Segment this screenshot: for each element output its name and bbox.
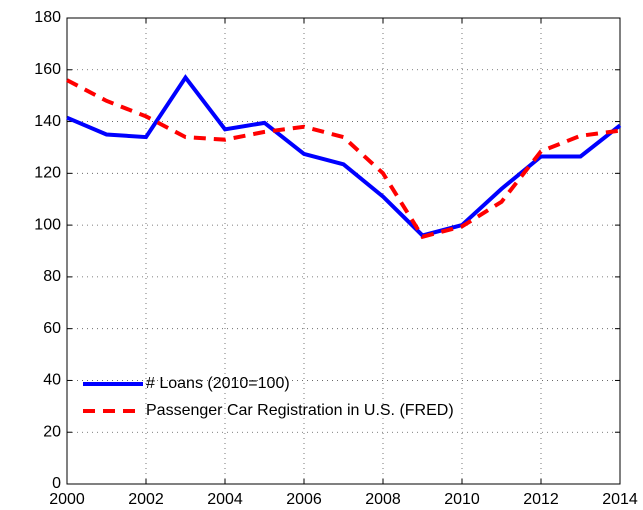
x-tick-label: 2008 [365, 491, 401, 508]
x-tick-label: 2010 [444, 491, 480, 508]
x-tick-label: 2002 [128, 491, 164, 508]
y-tick-label: 0 [52, 475, 61, 492]
y-tick-label: 180 [34, 9, 61, 26]
x-tick-label: 2006 [286, 491, 322, 508]
y-tick-label: 20 [43, 423, 61, 440]
y-tick-label: 160 [34, 61, 61, 78]
x-tick-label: 2004 [207, 491, 243, 508]
legend-label: Passenger Car Registration in U.S. (FRED… [146, 402, 454, 419]
y-tick-label: 120 [34, 165, 61, 182]
y-tick-label: 80 [43, 268, 61, 285]
y-tick-label: 100 [34, 216, 61, 233]
x-tick-label: 2012 [523, 491, 559, 508]
y-tick-label: 140 [34, 113, 61, 130]
y-tick-label: 40 [43, 372, 61, 389]
data-line [66, 78, 621, 240]
x-tick-label: 2000 [49, 491, 85, 508]
plot-frame [66, 17, 621, 485]
legend-label: # Loans (2010=100) [146, 375, 290, 392]
x-tick-label: 2014 [602, 491, 638, 508]
y-tick-label: 60 [43, 320, 61, 337]
